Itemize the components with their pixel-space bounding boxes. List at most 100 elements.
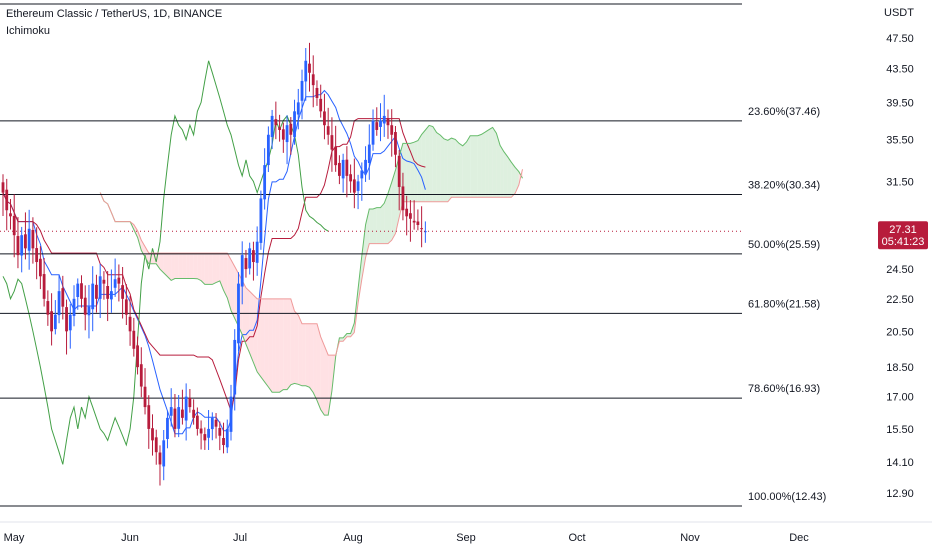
candle-body: [360, 170, 364, 179]
time-tick-label: Nov: [680, 532, 700, 544]
cloud-segment-bearish: [298, 315, 303, 386]
candle-body: [46, 301, 50, 315]
cloud-segment-bearish: [294, 311, 299, 385]
candle-body: [173, 408, 177, 429]
candle-body: [68, 314, 72, 331]
candle-body: [244, 258, 248, 270]
candle-body: [401, 186, 405, 211]
time-tick-label: Sep: [456, 532, 476, 544]
cloud-segment-bearish: [227, 253, 231, 311]
candle-body: [5, 189, 9, 211]
cloud-segment-bullish: [387, 182, 392, 244]
candle-body: [323, 111, 326, 126]
candle-body: [289, 123, 293, 135]
candle-body: [143, 386, 147, 408]
time-tick-label: Oct: [568, 532, 585, 544]
candle-body: [405, 208, 409, 217]
candle-body: [181, 409, 184, 418]
cloud-segment-bullish: [417, 134, 422, 202]
time-tick-label: Jun: [121, 532, 139, 544]
cloud-segment-bearish: [245, 287, 250, 354]
candle-body: [42, 274, 46, 299]
fib-level-label: 100.00%(12.43): [748, 491, 826, 503]
candle-body: [397, 155, 401, 187]
candle-body: [61, 288, 65, 307]
cloud-segment-bullish: [462, 141, 467, 198]
last-price-value: 27.31: [889, 224, 917, 236]
candle-body: [184, 396, 188, 421]
cloud-segment-bearish: [223, 253, 228, 298]
candle-body: [222, 438, 225, 446]
candle-body: [158, 452, 162, 465]
fib-level-label: 50.00%(25.59): [748, 239, 820, 251]
cloud-segment-bearish: [174, 253, 179, 279]
candle-body: [20, 235, 24, 256]
cloud-segment-bearish: [201, 253, 205, 285]
cloud-segment-bullish: [406, 143, 411, 202]
cloud-segment-bullish: [496, 133, 501, 198]
candle-body: [386, 118, 390, 126]
cloud-segment-bullish: [503, 151, 508, 198]
cloud-segment-bearish: [204, 253, 209, 285]
cloud-segment-bullish: [451, 138, 456, 198]
candle-body: [330, 135, 334, 150]
price-tick-label: 14.10: [886, 457, 914, 469]
cloud-segment-bearish: [268, 298, 273, 393]
candle-body: [349, 174, 353, 182]
price-axis[interactable]: USDT 47.50 43.50 39.50 35.50 31.50 24.50 22.50 2…: [0, 7, 928, 500]
cloud-segment-bullish: [339, 337, 344, 342]
candle-body: [132, 330, 136, 349]
candle-body: [412, 220, 416, 223]
candle-body: [72, 298, 76, 316]
candle-body: [203, 434, 207, 441]
candle-body: [9, 213, 12, 217]
time-axis[interactable]: May Jun Jul Aug Sep Oct Nov Dec: [0, 521, 932, 544]
candle-body: [16, 236, 20, 256]
candle-body: [95, 284, 98, 299]
cloud-segment-bullish: [488, 127, 493, 198]
candle-body: [154, 437, 158, 453]
fibonacci-levels: 23.60%(37.46) 38.20%(30.34) 50.00%(25.59) 6…: [0, 106, 826, 507]
last-price-badge: [878, 221, 928, 250]
candle-body: [423, 231, 427, 233]
cloud-segment-bearish: [275, 298, 280, 393]
cloud-segment-bearish: [219, 253, 224, 291]
candle-body: [195, 415, 199, 429]
cloud-segment-bearish: [264, 298, 269, 388]
cloud-segment-bearish: [208, 253, 213, 285]
price-tick-label: 18.50: [886, 362, 914, 374]
chart-title: Ethereum Classic / TetherUS, 1D, BINANCE: [6, 8, 223, 20]
candle-body: [91, 283, 95, 310]
cloud-segment-bullish: [477, 134, 482, 198]
cloud-segment-bearish: [283, 298, 288, 390]
cloud-segment-bearish: [272, 298, 276, 393]
cloud-segment-bearish: [197, 253, 202, 281]
cloud-segment-bearish: [216, 253, 220, 283]
cloud-segment-bearish: [302, 323, 306, 386]
cloud-segment-bullish: [473, 135, 478, 198]
cloud-segment-bullish: [429, 125, 433, 202]
cloud-segment-bullish: [380, 203, 385, 244]
candle-body: [109, 291, 113, 300]
candle-body: [147, 405, 151, 429]
candle-body: [308, 63, 311, 73]
candle-body: [278, 127, 281, 130]
cloud-segment-bullish: [384, 193, 388, 244]
candle-body: [263, 165, 267, 200]
cloud-segment-bullish: [376, 207, 381, 244]
cloud-segment-bearish: [287, 298, 291, 390]
indicator-legend[interactable]: Ichimoku: [6, 25, 51, 37]
cloud-segment-bullish: [373, 207, 377, 244]
candle-body: [117, 277, 121, 284]
cloud-segment-bullish: [436, 132, 441, 202]
candle-body: [375, 122, 379, 130]
price-tick-label: 20.50: [886, 326, 914, 338]
cloud-segment-bullish: [432, 126, 437, 202]
cloud-segment-bullish: [343, 333, 347, 342]
cloud-segment-bearish: [320, 336, 325, 416]
cloud-segment-bearish: [328, 355, 332, 416]
fib-level-label: 61.80%(21.58): [748, 298, 820, 310]
